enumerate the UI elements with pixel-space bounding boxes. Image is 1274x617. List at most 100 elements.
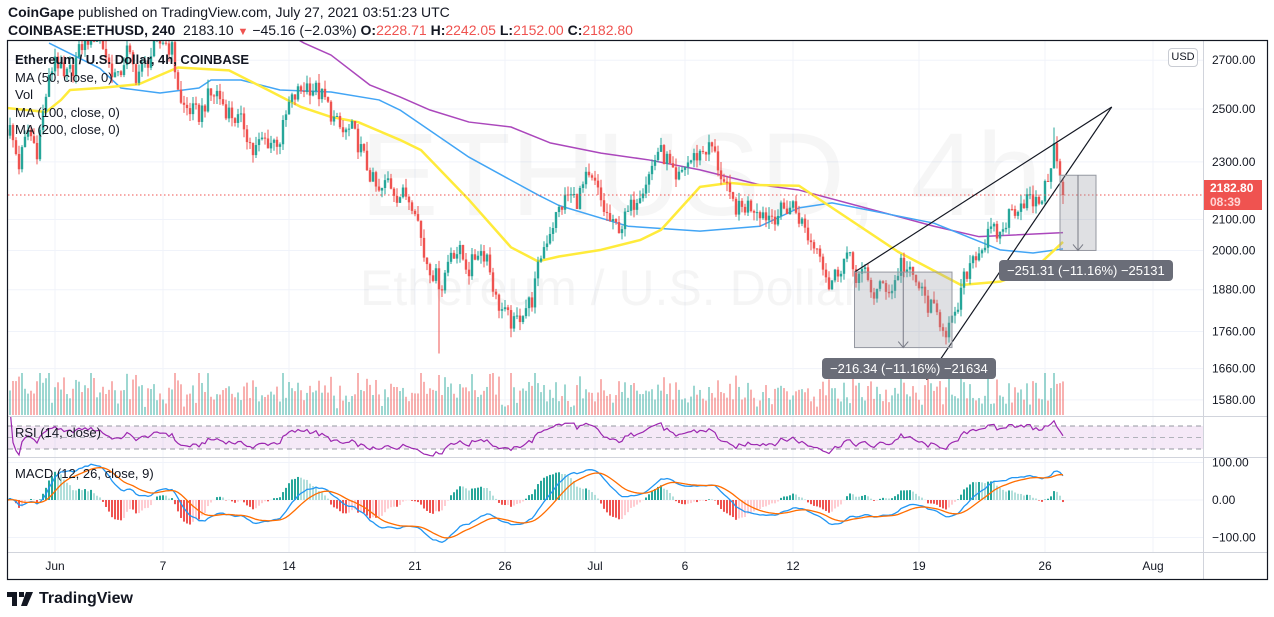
measure-label[interactable]: −216.34 (−11.16%) −21634 xyxy=(822,357,996,379)
volume-bar xyxy=(885,389,887,415)
volume-bar xyxy=(978,398,980,415)
macd-histogram-bar xyxy=(435,500,437,512)
macd-histogram-bar xyxy=(168,498,170,500)
macd-histogram-bar xyxy=(309,483,311,500)
published-text: published on TradingView.com, July 27, 2… xyxy=(78,4,450,20)
candle-body xyxy=(668,153,672,164)
macd-histogram-bar xyxy=(279,497,281,500)
candle-body xyxy=(92,41,96,42)
candle-body xyxy=(446,261,450,273)
close-value: 2182.80 xyxy=(582,22,633,38)
price-axis[interactable]: 2700.00 2500.00 2300.00 2100.00 2000.00 1880.… xyxy=(1212,53,1256,407)
macd-histogram-bar xyxy=(399,500,401,506)
macd-histogram-bar xyxy=(720,500,722,510)
volume-bar xyxy=(690,396,692,415)
candle-body xyxy=(131,52,135,65)
macd-histogram-bar xyxy=(777,500,779,502)
volume-bar xyxy=(465,387,467,415)
candle-body xyxy=(17,154,21,170)
candle-body xyxy=(857,273,861,283)
measure-label[interactable]: −251.31 (−11.16%) −25131 xyxy=(999,260,1173,282)
candle-body xyxy=(35,142,39,160)
candle-body xyxy=(749,200,753,212)
legend-volume[interactable]: Vol xyxy=(15,87,34,102)
macd-histogram-bar xyxy=(180,500,182,518)
volume-bar xyxy=(78,381,80,415)
candle-body xyxy=(491,272,495,292)
macd-histogram-bar xyxy=(297,476,299,500)
candle-body xyxy=(371,172,375,182)
macd-histogram-bar xyxy=(1011,490,1013,500)
volume-bar xyxy=(441,395,443,415)
macd-histogram-bar xyxy=(1020,493,1022,500)
currency-button[interactable]: USD xyxy=(1168,48,1198,67)
candle-body xyxy=(302,90,306,93)
candle-body xyxy=(764,212,768,221)
volume-bar xyxy=(294,391,296,415)
volume-bar xyxy=(870,381,872,415)
candle-body xyxy=(722,179,726,182)
volume-bar xyxy=(855,385,857,415)
candle-body xyxy=(317,82,321,100)
macd-histogram-bar xyxy=(561,473,563,500)
rsi-legend[interactable]: RSI (14, close) xyxy=(15,425,101,440)
volume-bar xyxy=(804,392,806,415)
volume-bar xyxy=(834,388,836,415)
candle-body xyxy=(578,187,582,209)
volume-bar xyxy=(738,386,740,415)
macd-histogram-bar xyxy=(264,500,266,502)
tradingview-logo[interactable]: TradingView xyxy=(7,590,133,608)
volume-bar xyxy=(84,385,86,415)
legend-ma50[interactable]: MA (50, close, 0) xyxy=(15,69,113,85)
drawings[interactable] xyxy=(854,106,1113,381)
candle-body xyxy=(212,95,216,97)
candle-body xyxy=(911,266,915,275)
macd-histogram-bar xyxy=(396,500,398,507)
candle-body xyxy=(23,136,27,148)
candle-body xyxy=(560,206,564,210)
volume-bar xyxy=(327,392,329,415)
macd-legend[interactable]: MACD (12, 26, close, 9) xyxy=(15,466,154,481)
legend-ma100[interactable]: MA (100, close, 0) xyxy=(15,104,120,120)
macd-histogram-bar xyxy=(375,500,377,518)
macd-histogram-bar xyxy=(957,499,959,500)
macd-tick-label: −100.00 xyxy=(1212,531,1256,545)
macd-histogram-bar xyxy=(711,499,713,500)
time-axis[interactable]: Jun 7 14 21 26 Jul 6 12 19 26 Aug xyxy=(45,559,1163,573)
macd-axis[interactable]: 100.00 0.00 −100.00 xyxy=(1212,456,1256,545)
volume-bar xyxy=(150,389,152,415)
macd-histogram-bar xyxy=(192,500,194,522)
volume-bar xyxy=(570,406,572,415)
macd-histogram-bar xyxy=(528,495,530,500)
volume-bar xyxy=(288,382,290,415)
volume-bar xyxy=(918,399,920,415)
volume-bar xyxy=(1020,389,1022,415)
candle-body xyxy=(680,169,684,172)
macd-histogram-bar xyxy=(699,500,701,501)
legend-ma200[interactable]: MA (200, close, 0) xyxy=(15,122,120,137)
watermark-description: Ethereum / U.S. Dollar xyxy=(360,260,860,316)
candle-body xyxy=(320,88,324,100)
candle-body xyxy=(194,103,198,105)
volume-bar xyxy=(468,391,470,415)
candle-body xyxy=(575,194,579,209)
macd-histogram-bar xyxy=(564,474,566,500)
volume-bar xyxy=(954,396,956,415)
macd-histogram-bar xyxy=(18,500,20,508)
candle-body xyxy=(170,42,174,55)
macd-histogram-bar xyxy=(21,500,23,507)
macd-histogram-bar xyxy=(714,500,716,501)
macd-histogram-bar xyxy=(963,489,965,500)
candle-body xyxy=(335,115,339,117)
volume-bar xyxy=(207,373,209,415)
macd-histogram-bar xyxy=(39,499,41,500)
volume-bar xyxy=(1062,381,1064,415)
price-tick-label: 1660.00 xyxy=(1212,362,1256,376)
macd-histogram-bar xyxy=(276,498,278,500)
volume-bar xyxy=(237,392,239,415)
macd-histogram-bar xyxy=(894,496,896,500)
volume-bar xyxy=(645,390,647,415)
macd-histogram-bar xyxy=(990,481,992,500)
candle-body xyxy=(413,210,417,215)
